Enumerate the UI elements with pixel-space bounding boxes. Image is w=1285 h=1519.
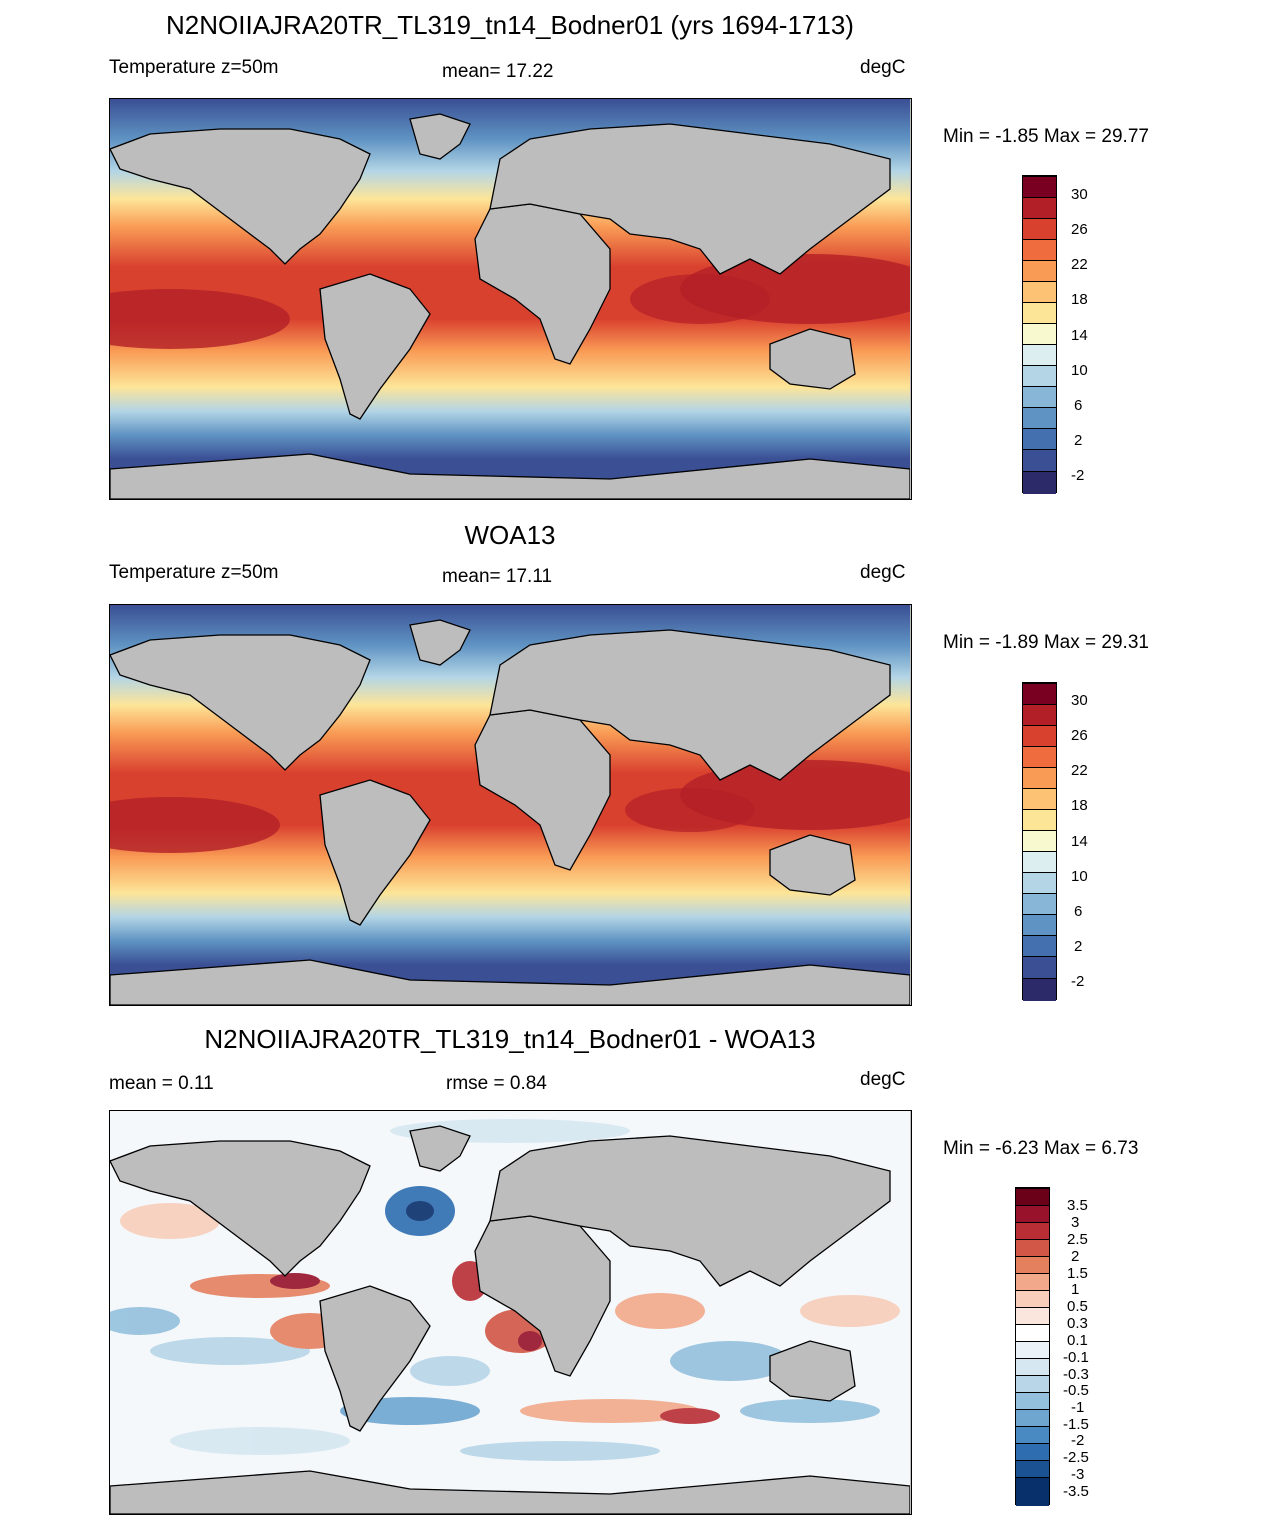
land-masses (110, 1125, 910, 1514)
difference-colorbar (1015, 1187, 1050, 1506)
panel-center-label: rmse = 0.84 (446, 1073, 547, 1094)
colorbar-tick-label: 2 (1074, 938, 1083, 955)
colorbar-tick-label: 3.5 (1067, 1197, 1088, 1214)
colorbar-tick-label: 22 (1071, 256, 1088, 273)
colorbar-tick-label: 2 (1071, 1248, 1080, 1265)
colorbar-tick-label: 26 (1071, 221, 1088, 238)
panel-units: degC (860, 1069, 906, 1090)
colorbar-tick-label: 3 (1071, 1214, 1080, 1231)
colorbar-tick-label: 30 (1071, 692, 1088, 709)
panel-minmax: Min = -1.89 Max = 29.31 (943, 632, 1149, 653)
panel-left-label: mean = 0.11 (109, 1073, 214, 1094)
colorbar-tick-label: 1.5 (1067, 1265, 1088, 1282)
colorbar-tick-label: 22 (1071, 762, 1088, 779)
panel-left-label: Temperature z=50m (109, 562, 279, 583)
colorbar-tick-label: 6 (1074, 397, 1083, 414)
panel-title: N2NOIIAJRA20TR_TL319_tn14_Bodner01 - WOA… (204, 1024, 816, 1054)
temperature-field (110, 605, 910, 1005)
panel-minmax: Min = -6.23 Max = 6.73 (943, 1138, 1139, 1159)
colorbar-tick-label: -3.5 (1063, 1483, 1089, 1500)
panel-units: degC (860, 562, 906, 583)
colorbar-tick-label: 0.5 (1067, 1298, 1088, 1315)
panel-minmax: Min = -1.85 Max = 29.77 (943, 126, 1149, 147)
model-temperature-map (109, 98, 912, 500)
colorbar-tick-label: 26 (1071, 727, 1088, 744)
colorbar-tick-label: 14 (1071, 327, 1088, 344)
colorbar-tick-label: 0.3 (1067, 1315, 1088, 1332)
temperature-colorbar (1022, 175, 1057, 494)
colorbar-tick-label: -1 (1071, 1399, 1085, 1416)
colorbar-tick-label: 30 (1071, 186, 1088, 203)
panel-title: WOA13 (464, 520, 556, 550)
colorbar-tick-label: 2 (1074, 432, 1083, 449)
panel-observation: WOA13 Temperature z=50m mean= 17.11 degC (0, 506, 1285, 1012)
panel-model: N2NOIIAJRA20TR_TL319_tn14_Bodner01 (yrs … (0, 0, 1285, 506)
panel-title: N2NOIIAJRA20TR_TL319_tn14_Bodner01 (yrs … (166, 10, 854, 40)
difference-field (110, 1111, 910, 1514)
observed-temperature-map (109, 604, 912, 1006)
colorbar-tick-label: -0.1 (1063, 1349, 1089, 1366)
colorbar-tick-label: 6 (1074, 903, 1083, 920)
colorbar-tick-label: -0.5 (1063, 1382, 1089, 1399)
colorbar-tick-label: -0.3 (1063, 1366, 1089, 1383)
colorbar-tick-label: -2.5 (1063, 1449, 1089, 1466)
colorbar-tick-label: -1.5 (1063, 1416, 1089, 1433)
land-masses (110, 113, 910, 499)
panel-center-label: mean= 17.11 (442, 566, 553, 587)
colorbar-tick-label: -2 (1071, 1432, 1085, 1449)
panel-difference: N2NOIIAJRA20TR_TL319_tn14_Bodner01 - WOA… (0, 1012, 1285, 1518)
temperature-field (110, 99, 910, 499)
colorbar-tick-label: -3 (1071, 1466, 1085, 1483)
colorbar-tick-label: 10 (1071, 868, 1088, 885)
colorbar-tick-label: 18 (1071, 797, 1088, 814)
panel-left-label: Temperature z=50m (109, 57, 279, 78)
temperature-colorbar (1022, 682, 1057, 1001)
colorbar-tick-label: 0.1 (1067, 1332, 1088, 1349)
colorbar-tick-label: 18 (1071, 291, 1088, 308)
colorbar-tick-label: 1 (1071, 1281, 1080, 1298)
land-masses (110, 619, 910, 1005)
panel-units: degC (860, 57, 906, 78)
panel-center-label: mean= 17.22 (442, 61, 554, 82)
colorbar-tick-label: -2 (1071, 973, 1085, 990)
colorbar-tick-label: 10 (1071, 362, 1088, 379)
difference-map (109, 1110, 912, 1515)
colorbar-tick-label: 14 (1071, 833, 1088, 850)
colorbar-tick-label: 2.5 (1067, 1231, 1088, 1248)
colorbar-tick-label: -2 (1071, 467, 1085, 484)
